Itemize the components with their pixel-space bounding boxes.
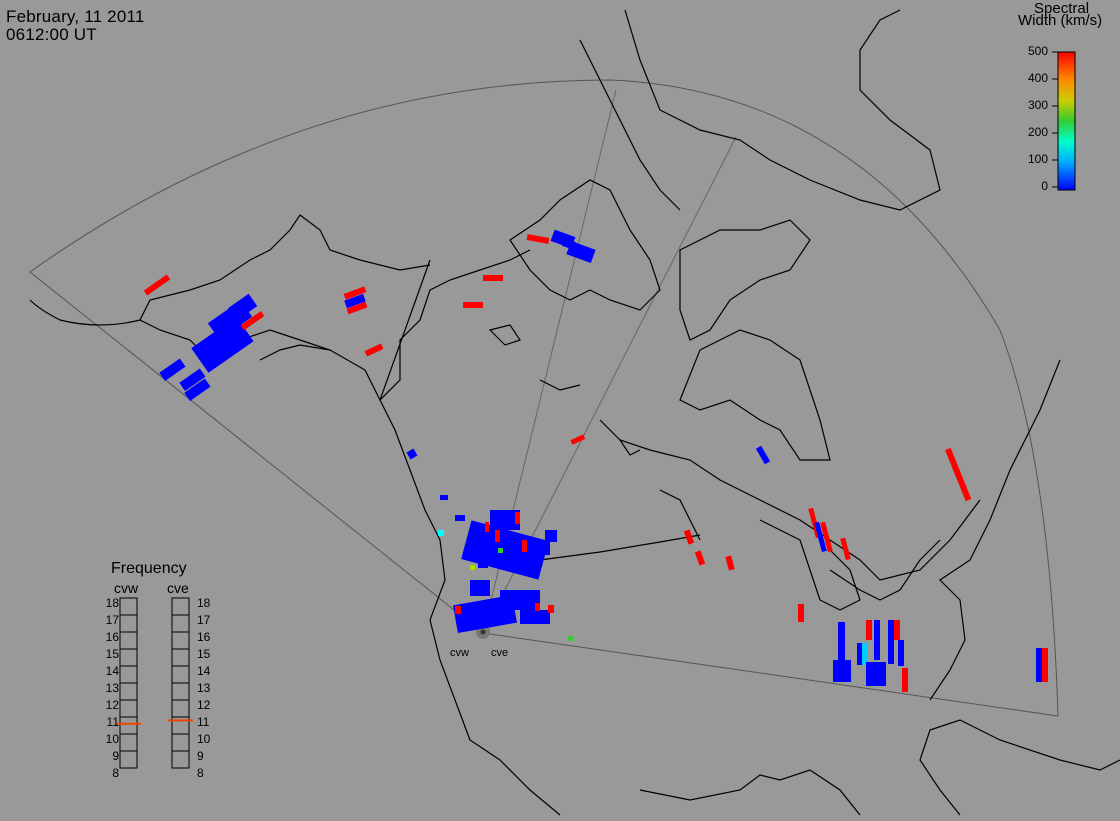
frequency-scale-label: 9	[112, 749, 119, 763]
echo-cluster-alaska-red	[143, 234, 586, 445]
frequency-radar-label-cvw: cvw	[114, 580, 139, 596]
time-label: 0612:00 UT	[6, 25, 97, 44]
frequency-scale-label: 17	[197, 613, 211, 627]
colorbar-tick: 400	[1027, 71, 1048, 85]
colorbar-tick: 500	[1027, 44, 1048, 58]
date-label: February, 11 2011	[6, 7, 145, 26]
frequency-scale-label: 11	[106, 715, 119, 729]
echo-cluster-alaska	[159, 293, 366, 401]
frequency-scale-label: 13	[197, 681, 211, 695]
frequency-scale-label: 15	[197, 647, 211, 661]
frequency-gridlines	[120, 614, 189, 769]
echo-cluster-near-radar-red	[455, 512, 554, 614]
frequency-scale-label: 10	[197, 732, 211, 746]
colorbar-title-line2: Width (km/s)	[1018, 12, 1103, 29]
radar-site-dot	[480, 629, 486, 635]
frequency-panel-title: Frequency	[111, 560, 187, 577]
frequency-scale-label: 12	[197, 698, 211, 712]
frequency-scale-label: 18	[197, 596, 211, 610]
colorbar-ticks	[1052, 51, 1058, 188]
frequency-scale-label: 9	[197, 749, 204, 763]
colorbar-tick: 200	[1027, 125, 1048, 139]
frequency-scale-label: 13	[105, 681, 119, 695]
colorbar-tick: 0	[1041, 179, 1048, 193]
frequency-scale-label: 14	[105, 664, 119, 678]
frequency-radar-label-cve: cve	[167, 580, 189, 596]
frequency-scale-label: 10	[105, 732, 119, 746]
frequency-scale-label: 8	[197, 766, 204, 780]
colorbar-tick: 300	[1027, 98, 1048, 112]
radar-label-cve: cve	[491, 647, 509, 659]
colorbar-tick: 100	[1027, 152, 1048, 166]
echo-cluster-near-radar	[406, 445, 771, 633]
frequency-scale-label: 18	[105, 596, 119, 610]
coastlines	[29, 9, 1120, 816]
frequency-scale-label: 16	[197, 630, 211, 644]
colorbar	[1057, 51, 1076, 191]
colorbar-title-line1: Spectral	[1034, 0, 1090, 17]
frequency-scale-label: 15	[105, 647, 119, 661]
frequency-scale-label: 12	[105, 698, 119, 712]
frequency-scale-label: 8	[112, 766, 119, 780]
radar-label-cvw: cvw	[450, 647, 469, 659]
echo-cluster-east	[683, 447, 1048, 692]
frequency-scale-label: 11	[197, 715, 210, 729]
frequency-scale-label: 16	[105, 630, 119, 644]
frequency-scale-label: 14	[197, 664, 211, 678]
frequency-scale-label: 17	[105, 613, 119, 627]
echo-cluster-arctic	[550, 229, 596, 264]
echo-scatter-mid	[438, 530, 573, 641]
fov-outline	[29, 79, 1059, 717]
